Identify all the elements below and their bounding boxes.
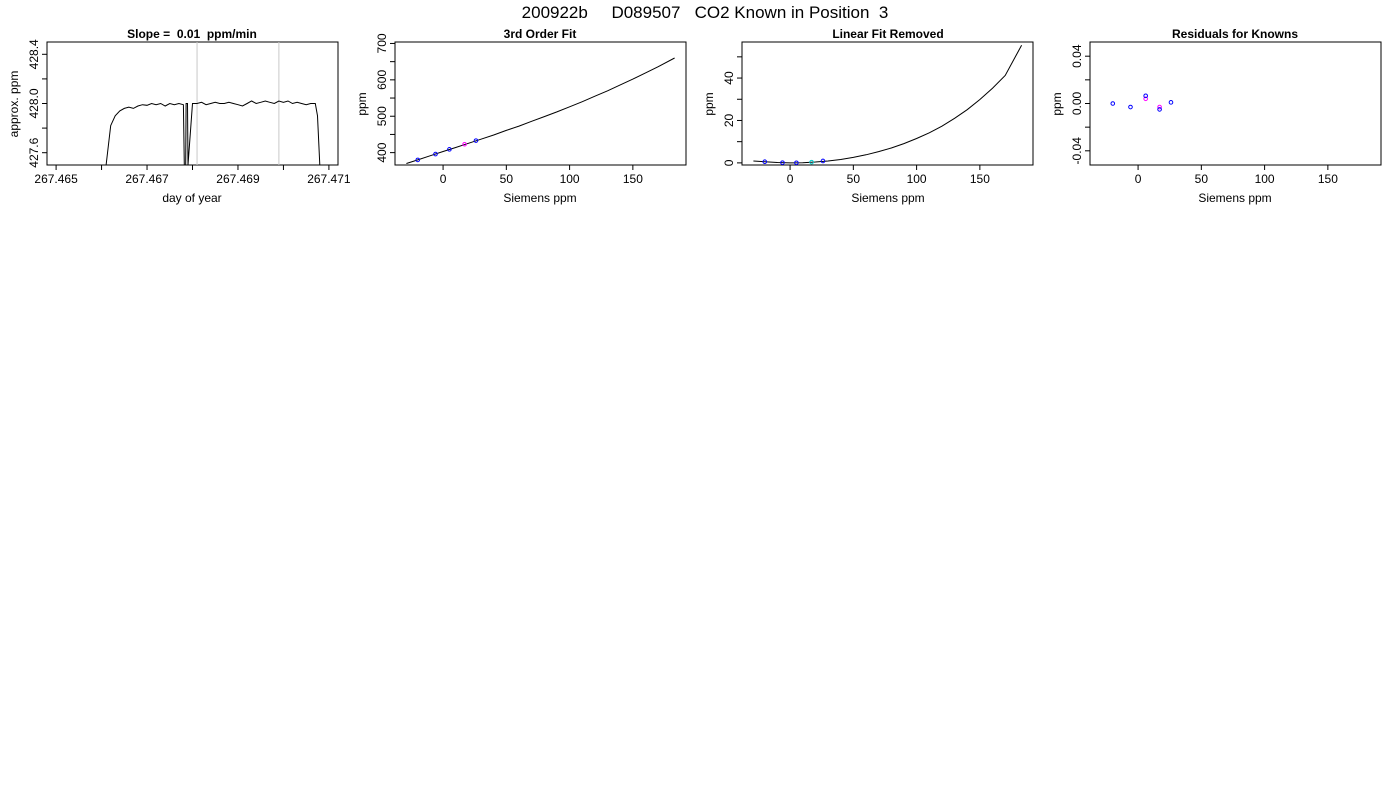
data-point	[794, 160, 799, 165]
x-tick-label: 267.465	[34, 172, 78, 186]
panel-third-order-fit: 3rd Order Fit Siemens ppm ppm 0 50 100 150 4…	[355, 27, 687, 205]
y-tick-label: 40	[722, 71, 736, 85]
y-tick-label: 428.4	[27, 39, 41, 69]
data-point	[762, 159, 768, 165]
y-tick-label: 0.04	[1070, 44, 1084, 68]
data-point	[462, 141, 467, 147]
panel-linear-fit-removed: Linear Fit Removed Siemens ppm ppm 0 50 10…	[702, 27, 1034, 205]
x-tick-label: 50	[500, 172, 514, 186]
x-axis-label: day of year	[162, 191, 221, 205]
plot-area	[105, 42, 321, 165]
y-tick-label: 500	[375, 106, 389, 126]
panel-title: Slope = 0.01 ppm/min	[127, 27, 257, 41]
data-point	[1143, 93, 1148, 99]
x-tick-label: 150	[1318, 172, 1338, 186]
x-tick-label: 50	[1195, 172, 1209, 186]
panel-title: Linear Fit Removed	[832, 27, 943, 41]
plot-frame	[394, 41, 687, 166]
panel-slope-timeseries: Slope = 0.01 ppm/min day of year approx.…	[7, 27, 351, 205]
x-tick-label: 100	[560, 172, 580, 186]
data-point	[820, 158, 826, 164]
data-point	[1128, 104, 1133, 110]
data-point	[780, 160, 785, 165]
y-tick-label: 400	[375, 142, 389, 162]
x-tick-label: 150	[623, 172, 643, 186]
x-axis-label: Siemens ppm	[503, 191, 576, 205]
data-point	[473, 138, 479, 143]
y-tick-label: 0.00	[1070, 91, 1084, 115]
data-point	[1157, 104, 1162, 110]
x-tick-label: 0	[440, 172, 447, 186]
series-line	[105, 100, 321, 165]
plot-area	[406, 57, 675, 164]
x-tick-label: 267.471	[307, 172, 351, 186]
x-tick-label: 150	[970, 172, 990, 186]
y-axis-label: ppm	[355, 92, 369, 115]
data-point	[433, 151, 438, 157]
plot-area	[1110, 93, 1174, 112]
fit-curve	[753, 44, 1023, 164]
plot-frame	[1089, 41, 1382, 166]
data-point	[1110, 101, 1116, 106]
x-tick-label: 100	[1255, 172, 1275, 186]
fit-curve	[406, 57, 675, 164]
y-axis-label: ppm	[1050, 92, 1064, 115]
data-point	[1157, 107, 1162, 112]
plot-area	[753, 44, 1023, 165]
y-axis-label: ppm	[702, 92, 716, 115]
data-point	[809, 159, 814, 165]
y-axis-label: approx. ppm	[7, 71, 21, 138]
x-axis-label: Siemens ppm	[851, 191, 924, 205]
x-tick-label: 267.467	[125, 172, 169, 186]
data-point	[447, 147, 452, 152]
y-tick-label: 600	[375, 70, 389, 90]
x-tick-label: 267.469	[216, 172, 260, 186]
x-axis-label: Siemens ppm	[1198, 191, 1271, 205]
data-point	[1143, 96, 1148, 102]
y-tick-label: 427.6	[27, 137, 41, 167]
panel-title: 3rd Order Fit	[504, 27, 577, 41]
x-tick-label: 0	[787, 172, 794, 186]
y-tick-label: 428.0	[27, 88, 41, 118]
panel-title: Residuals for Knowns	[1172, 27, 1298, 41]
data-point	[415, 157, 421, 163]
y-tick-label: 20	[722, 113, 736, 127]
data-point	[1168, 100, 1174, 105]
y-tick-label: 700	[375, 33, 389, 53]
panel-residuals: Residuals for Knowns Siemens ppm ppm 0 50…	[1050, 27, 1382, 205]
y-tick-label: -0.04	[1070, 137, 1084, 165]
x-tick-label: 50	[847, 172, 861, 186]
x-tick-label: 0	[1135, 172, 1142, 186]
x-tick-label: 100	[907, 172, 927, 186]
y-tick-label: 0	[722, 159, 736, 166]
plot-frame	[741, 41, 1034, 166]
figure-title: 200922b D089507 CO2 Known in Position 3	[522, 3, 889, 22]
